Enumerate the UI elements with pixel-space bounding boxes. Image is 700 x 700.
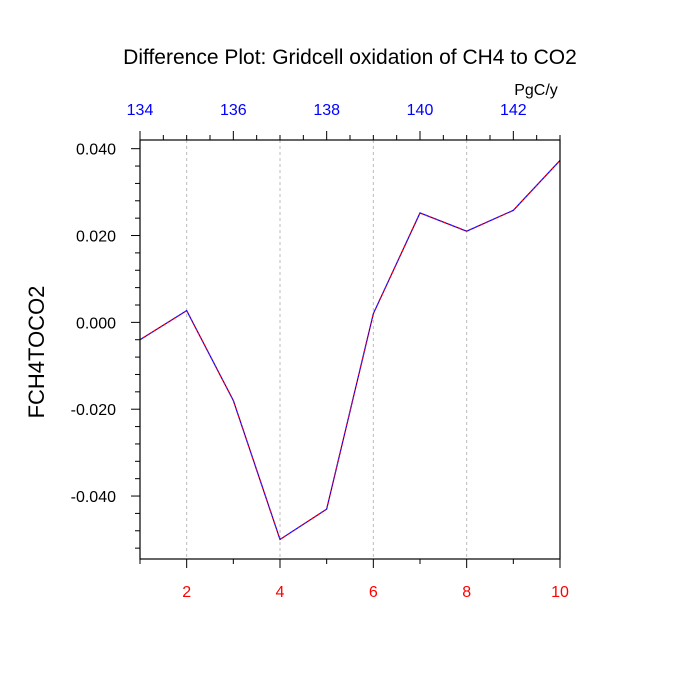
tick-labels: 2 4 6 8 10 134 136 138 140 142 0.040 0.020 0.000 -0.0… [71,102,569,601]
y-tick-label: 0.020 [76,229,116,246]
plot-frame [139,139,561,560]
top-tick-label: 140 [407,102,434,119]
y-axis-label: FCH4TOCO2 [24,286,49,419]
grid-lines [186,140,468,559]
x-tick-label: 2 [182,584,191,601]
top-tick-label: 134 [127,102,154,119]
axis-ticks [131,131,561,568]
top-tick-label: 138 [313,102,340,119]
y-tick-label: 0.000 [76,315,116,332]
top-axis-units-label: PgC/y [514,82,558,99]
y-tick-label: 0.040 [76,142,116,159]
x-tick-label: 6 [369,584,378,601]
x-tick-label: 10 [551,584,569,601]
top-tick-label: 142 [500,102,527,119]
x-tick-label: 8 [462,584,471,601]
series-line-dash [139,160,561,541]
y-tick-label: -0.020 [71,402,116,419]
series-lines [139,160,561,541]
chart-title: Difference Plot: Gridcell oxidation of C… [123,46,577,69]
top-tick-label: 136 [220,102,247,119]
y-tick-label: -0.040 [71,489,116,506]
x-tick-label: 4 [276,584,285,601]
